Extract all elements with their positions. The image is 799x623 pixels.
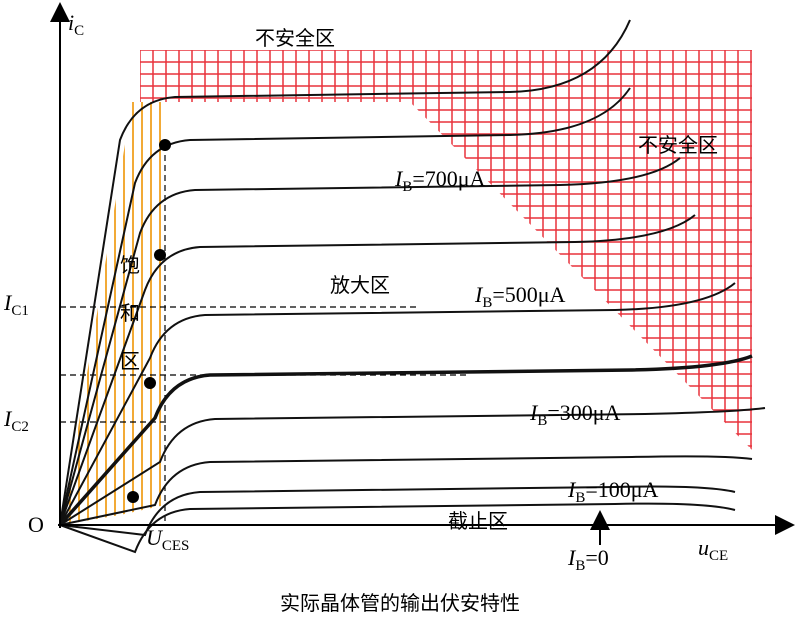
region-label: 区 bbox=[120, 349, 140, 373]
curve-label: IB=0 bbox=[567, 545, 609, 574]
region-label: 饱 bbox=[120, 253, 140, 277]
curve-label: IB=700μA bbox=[394, 166, 486, 195]
region-label: 截止区 bbox=[448, 509, 508, 533]
guide-lines bbox=[60, 145, 470, 525]
operating-points bbox=[127, 139, 171, 503]
curve bbox=[58, 354, 753, 527]
marker-label: UCES bbox=[146, 525, 189, 554]
marker-label: IC1 bbox=[3, 290, 29, 319]
region-label: 放大区 bbox=[330, 273, 390, 297]
curve bbox=[59, 87, 631, 526]
curve-label: IB=500μA bbox=[474, 282, 566, 311]
curve bbox=[59, 157, 681, 526]
unsafe-grid bbox=[140, 50, 752, 450]
y-axis-label: iC bbox=[68, 10, 84, 39]
characteristic-curves bbox=[58, 19, 766, 554]
curve bbox=[59, 19, 631, 526]
region-label: 不安全区 bbox=[255, 26, 335, 50]
region-label: 和 bbox=[120, 301, 140, 325]
curve-label: IB=100μA bbox=[567, 477, 659, 506]
x-axis-label: uCE bbox=[698, 535, 728, 564]
curve bbox=[59, 282, 736, 526]
region-label: 不安全区 bbox=[638, 133, 718, 157]
axes bbox=[50, 2, 795, 545]
curve bbox=[59, 407, 766, 526]
curve bbox=[59, 502, 736, 554]
curve-label: IB=300μA bbox=[529, 400, 621, 429]
curve bbox=[59, 455, 753, 526]
caption: 实际晶体管的输出伏安特性 bbox=[280, 591, 520, 615]
curve bbox=[59, 485, 736, 537]
curve bbox=[59, 214, 696, 526]
marker-label: IC2 bbox=[3, 406, 29, 435]
origin: O bbox=[28, 512, 44, 537]
